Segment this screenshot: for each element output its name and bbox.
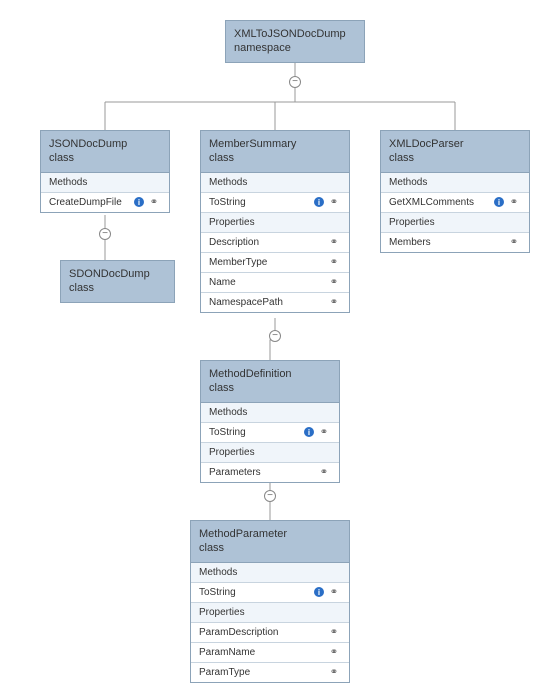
member-name: Name	[209, 277, 327, 288]
section-methods: Methods	[201, 403, 339, 423]
link-icon[interactable]: ⚭	[317, 468, 331, 476]
member-row[interactable]: NamespacePath ⚭	[201, 293, 349, 312]
member-row[interactable]: ToString i ⚭	[201, 423, 339, 443]
node-title: MemberSummary	[209, 137, 341, 151]
member-name: ToString	[209, 197, 314, 208]
member-name: Members	[389, 237, 507, 248]
member-row[interactable]: ToString i ⚭	[191, 583, 349, 603]
node-title: MethodDefinition	[209, 367, 331, 381]
node-title: XMLDocParser	[389, 137, 521, 151]
node-subtitle: class	[209, 151, 341, 165]
link-icon[interactable]: ⚭	[327, 648, 341, 656]
node-header: MethodDefinition class	[201, 361, 339, 403]
class-node-sdondocdump[interactable]: SDONDocDump class	[60, 260, 175, 303]
class-node-methodparameter[interactable]: MethodParameter class Methods ToString i…	[190, 520, 350, 683]
member-row[interactable]: Parameters ⚭	[201, 463, 339, 482]
link-icon[interactable]: ⚭	[507, 198, 521, 206]
node-subtitle: class	[69, 281, 166, 295]
member-row[interactable]: ParamName ⚭	[191, 643, 349, 663]
member-name: ParamName	[199, 647, 327, 658]
node-header: JSONDocDump class	[41, 131, 169, 173]
member-row[interactable]: GetXMLComments i ⚭	[381, 193, 529, 213]
section-properties: Properties	[381, 213, 529, 233]
member-name: GetXMLComments	[389, 197, 494, 208]
node-title: MethodParameter	[199, 527, 341, 541]
collapse-icon[interactable]: −	[269, 330, 281, 342]
section-properties: Properties	[201, 213, 349, 233]
namespace-node[interactable]: XMLToJSONDocDump namespace	[225, 20, 365, 63]
info-icon[interactable]: i	[314, 197, 324, 207]
section-properties: Properties	[191, 603, 349, 623]
link-icon[interactable]: ⚭	[507, 238, 521, 246]
node-subtitle: class	[49, 151, 161, 165]
member-name: ToString	[199, 587, 314, 598]
node-subtitle: class	[199, 541, 341, 555]
node-subtitle: namespace	[234, 41, 356, 55]
member-row[interactable]: CreateDumpFile i ⚭	[41, 193, 169, 212]
node-header: XMLToJSONDocDump namespace	[226, 21, 364, 62]
link-icon[interactable]: ⚭	[327, 278, 341, 286]
member-name: ParamType	[199, 667, 327, 678]
link-icon[interactable]: ⚭	[327, 198, 341, 206]
link-icon[interactable]: ⚭	[327, 238, 341, 246]
member-name: ToString	[209, 427, 304, 438]
node-title: JSONDocDump	[49, 137, 161, 151]
link-icon[interactable]: ⚭	[327, 298, 341, 306]
class-node-methoddefinition[interactable]: MethodDefinition class Methods ToString …	[200, 360, 340, 483]
link-icon[interactable]: ⚭	[317, 428, 331, 436]
member-row[interactable]: MemberType ⚭	[201, 253, 349, 273]
info-icon[interactable]: i	[494, 197, 504, 207]
node-header: MemberSummary class	[201, 131, 349, 173]
collapse-icon[interactable]: −	[264, 490, 276, 502]
member-name: MemberType	[209, 257, 327, 268]
member-name: ParamDescription	[199, 627, 327, 638]
member-name: NamespacePath	[209, 297, 327, 308]
link-icon[interactable]: ⚭	[327, 628, 341, 636]
info-icon[interactable]: i	[304, 427, 314, 437]
member-row[interactable]: ToString i ⚭	[201, 193, 349, 213]
node-title: XMLToJSONDocDump	[234, 27, 356, 41]
section-properties: Properties	[201, 443, 339, 463]
info-icon[interactable]: i	[134, 197, 144, 207]
node-subtitle: class	[389, 151, 521, 165]
section-methods: Methods	[201, 173, 349, 193]
member-name: Description	[209, 237, 327, 248]
section-methods: Methods	[41, 173, 169, 193]
member-name: Parameters	[209, 467, 317, 478]
node-header: XMLDocParser class	[381, 131, 529, 173]
member-row[interactable]: ParamType ⚭	[191, 663, 349, 682]
class-node-xmldocparser[interactable]: XMLDocParser class Methods GetXMLComment…	[380, 130, 530, 253]
member-row[interactable]: ParamDescription ⚭	[191, 623, 349, 643]
link-icon[interactable]: ⚭	[147, 198, 161, 206]
member-name: CreateDumpFile	[49, 197, 134, 208]
section-methods: Methods	[191, 563, 349, 583]
class-node-jsondocdump[interactable]: JSONDocDump class Methods CreateDumpFile…	[40, 130, 170, 213]
collapse-icon[interactable]: −	[289, 76, 301, 88]
node-header: SDONDocDump class	[61, 261, 174, 302]
link-icon[interactable]: ⚭	[327, 668, 341, 676]
node-subtitle: class	[209, 381, 331, 395]
node-title: SDONDocDump	[69, 267, 166, 281]
section-methods: Methods	[381, 173, 529, 193]
class-node-membersummary[interactable]: MemberSummary class Methods ToString i ⚭…	[200, 130, 350, 313]
member-row[interactable]: Members ⚭	[381, 233, 529, 252]
member-row[interactable]: Name ⚭	[201, 273, 349, 293]
member-row[interactable]: Description ⚭	[201, 233, 349, 253]
link-icon[interactable]: ⚭	[327, 588, 341, 596]
link-icon[interactable]: ⚭	[327, 258, 341, 266]
info-icon[interactable]: i	[314, 587, 324, 597]
collapse-icon[interactable]: −	[99, 228, 111, 240]
node-header: MethodParameter class	[191, 521, 349, 563]
